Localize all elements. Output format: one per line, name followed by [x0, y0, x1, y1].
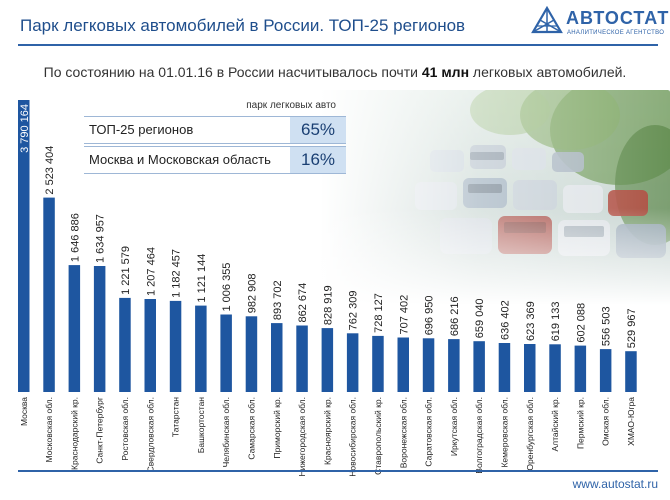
bar-value-label: 982 908 [247, 274, 259, 314]
category-label: Пермский кр. [575, 397, 585, 449]
bar [245, 316, 258, 392]
bar [473, 341, 485, 392]
share-table: парк легковых авто ТОП-25 регионов 65% М… [84, 98, 346, 174]
bar [321, 328, 334, 392]
bar [574, 345, 587, 392]
logo-text: АВТОСТАТ [566, 8, 670, 28]
bar-value-label: 1 646 886 [69, 213, 81, 262]
bar-value-label: 862 674 [297, 283, 309, 323]
category-label: Саратовская обл. [424, 397, 434, 467]
bar-value-label: 762 309 [348, 291, 360, 331]
bar-value-label: 529 967 [626, 308, 638, 348]
category-label: Нижегородская обл. [297, 397, 307, 477]
category-label: Краснодарский кр. [69, 397, 79, 470]
category-label: Красноярский кр. [322, 397, 332, 465]
bar [524, 344, 536, 392]
subtitle: По состоянию на 01.01.16 в России насчит… [0, 64, 670, 80]
bar-value-label: 602 088 [575, 303, 587, 343]
bar [346, 333, 359, 392]
bar-value-label: 1 207 464 [145, 247, 157, 296]
bar-value-label: 1 221 579 [120, 246, 132, 295]
bar [422, 338, 435, 392]
category-label: Башкортостан [196, 397, 206, 454]
subtitle-highlight: 41 млн [421, 64, 470, 80]
share-table-header: парк легковых авто [246, 100, 336, 111]
bar-value-label: 1 182 457 [171, 249, 183, 298]
bar [599, 349, 612, 392]
bar-value-label: 696 950 [424, 296, 436, 336]
category-label: Ставропольский кр. [373, 397, 383, 475]
bar [296, 325, 308, 392]
bar [549, 344, 561, 392]
subtitle-prefix: По состоянию на 01.01.16 в России насчит… [43, 64, 418, 80]
share-value: 65% [290, 117, 346, 143]
bar [119, 297, 131, 392]
category-label: Иркутская обл. [449, 397, 459, 456]
bar-value-label: 707 402 [398, 295, 410, 335]
logo-icon [531, 6, 563, 34]
share-row-moscow: Москва и Московская область 16% [84, 146, 346, 174]
bar-value-label: 828 919 [322, 285, 334, 325]
bar-value-label: 1 006 355 [221, 263, 233, 312]
category-label: Кемеровская обл. [499, 397, 509, 468]
logo-tagline: АНАЛИТИЧЕСКОЕ АГЕНТСТВО [567, 30, 665, 36]
bar-value-label: 2 523 404 [44, 146, 56, 195]
bar [625, 351, 637, 392]
footer-divider [18, 470, 658, 472]
category-label: Московская обл. [44, 397, 54, 463]
category-label: Новосибирская обл. [348, 397, 358, 477]
bar-value-label: 1 634 957 [95, 214, 107, 263]
footer-website: www.autostat.ru [572, 477, 658, 491]
bar-value-label: 3 790 164 [19, 104, 31, 153]
bar-value-label: 686 216 [449, 296, 461, 336]
bar-value-label: 619 133 [550, 302, 562, 342]
bar-value-label: 556 503 [601, 306, 613, 346]
bar-value-label: 893 702 [272, 280, 284, 320]
bar [195, 305, 207, 392]
bar [18, 100, 30, 392]
category-label: Свердловская обл. [145, 397, 155, 472]
category-label: Приморский кр. [272, 397, 282, 459]
category-label: Воронежская обл. [398, 397, 408, 468]
bar [169, 300, 182, 392]
title-divider [18, 44, 658, 46]
bar [397, 337, 409, 392]
bar-value-label: 659 040 [474, 298, 486, 338]
autostat-logo: АВТОСТАТ АНАЛИТИЧЕСКОЕ АГЕНТСТВО [530, 4, 668, 44]
bar-value-label: 1 121 144 [196, 254, 208, 303]
category-label: Татарстан [171, 397, 181, 437]
category-label: Москва [19, 397, 29, 426]
traffic-photo [320, 90, 670, 305]
category-label: Ростовская обл. [120, 397, 130, 461]
share-label: Москва и Московская область [89, 152, 271, 167]
bar [498, 343, 511, 392]
bar [448, 339, 460, 392]
bar [43, 197, 55, 392]
share-label: ТОП-25 регионов [89, 122, 194, 137]
bar-value-label: 623 369 [525, 301, 537, 341]
bar [220, 314, 232, 392]
category-label: Челябинская обл. [221, 397, 231, 467]
bar [372, 335, 384, 392]
category-label: Омская обл. [601, 397, 611, 446]
category-label: Волгоградская обл. [474, 397, 484, 474]
category-label: Алтайский кр. [550, 397, 560, 452]
category-label: Самарская обл. [247, 397, 257, 460]
share-row-top25: ТОП-25 регионов 65% [84, 116, 346, 144]
bar [271, 323, 283, 392]
category-label: ХМАО-Югра [626, 397, 636, 446]
bar-value-label: 636 402 [499, 300, 511, 340]
category-label: Санкт-Петербург [95, 397, 105, 464]
page-title: Парк легковых автомобилей в России. ТОП-… [20, 16, 466, 35]
bar-value-label: 728 127 [373, 293, 385, 333]
share-value: 16% [290, 147, 346, 173]
subtitle-suffix: легковых автомобилей. [472, 64, 627, 80]
bar [144, 299, 156, 392]
category-label: Оренбургская обл. [525, 397, 535, 471]
bar [68, 265, 81, 392]
bar [93, 266, 106, 392]
